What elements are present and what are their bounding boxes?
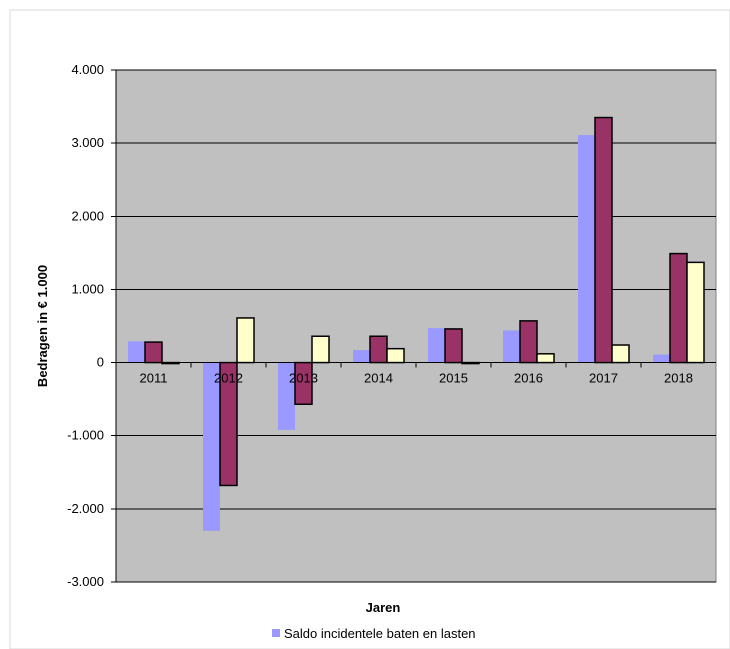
bar-2011-series-2 <box>144 341 163 364</box>
bars <box>128 116 705 531</box>
bar-2017-series-3 <box>611 344 630 364</box>
y-tick-label: 3.000 <box>71 135 104 150</box>
x-tick-label-2013: 2013 <box>289 371 318 386</box>
x-axis-title: Jaren <box>366 600 401 615</box>
x-tick-label-2012: 2012 <box>214 371 243 386</box>
x-tick-label-2014: 2014 <box>364 371 393 386</box>
y-tick-label: 4.000 <box>71 62 104 77</box>
bar-2016-series-2 <box>519 320 538 364</box>
bar-2015-series-1 <box>428 328 445 363</box>
legend: Saldo incidentele baten en lasten <box>272 626 476 641</box>
bar-2014-series-1 <box>353 350 370 363</box>
bar-2017-series-2 <box>594 116 613 364</box>
x-tick-label-2015: 2015 <box>439 371 468 386</box>
y-tick-label: -1.000 <box>67 428 104 443</box>
y-tick-label: -3.000 <box>67 574 104 589</box>
bar-2013-series-3 <box>311 335 330 364</box>
x-tick-label-2016: 2016 <box>514 371 543 386</box>
x-tick-label-2011: 2011 <box>140 371 168 386</box>
y-axis-title: Bedragen in € 1.000 <box>35 265 50 387</box>
y-tick-label: 2.000 <box>71 208 104 223</box>
x-axis-ticks: 2011 2012 2013 2014 2015 2016 2017 2018 <box>140 362 693 386</box>
bar-2016-series-3 <box>536 353 555 364</box>
bar-2018-series-1 <box>653 354 670 363</box>
bar-2015-series-2 <box>444 328 463 364</box>
bar-2018-series-2 <box>669 252 688 364</box>
legend-label: Saldo incidentele baten en lasten <box>284 626 476 641</box>
y-tick-label: -2.000 <box>67 501 104 516</box>
x-tick-label-2018: 2018 <box>664 371 693 386</box>
y-tick-label: 1.000 <box>71 281 104 296</box>
bar-2012-series-1 <box>203 362 220 531</box>
bar-2011-series-1 <box>128 341 145 363</box>
y-axis-ticks: 4.000 3.000 2.000 1.000 0 -1.000 -2.000 -3.000 <box>67 62 117 589</box>
bar-2016-series-1 <box>503 330 520 363</box>
bar-2017-series-1 <box>578 135 595 363</box>
bar-2014-series-2 <box>369 335 388 364</box>
bar-2014-series-3 <box>386 347 405 364</box>
x-tick-label-2017: 2017 <box>589 371 618 386</box>
y-tick-label: 0 <box>97 355 104 370</box>
bar-2018-series-3 <box>686 261 705 364</box>
bar-2013-series-1 <box>278 362 295 430</box>
legend-swatch <box>272 629 280 637</box>
bar-2012-series-3 <box>236 317 255 364</box>
